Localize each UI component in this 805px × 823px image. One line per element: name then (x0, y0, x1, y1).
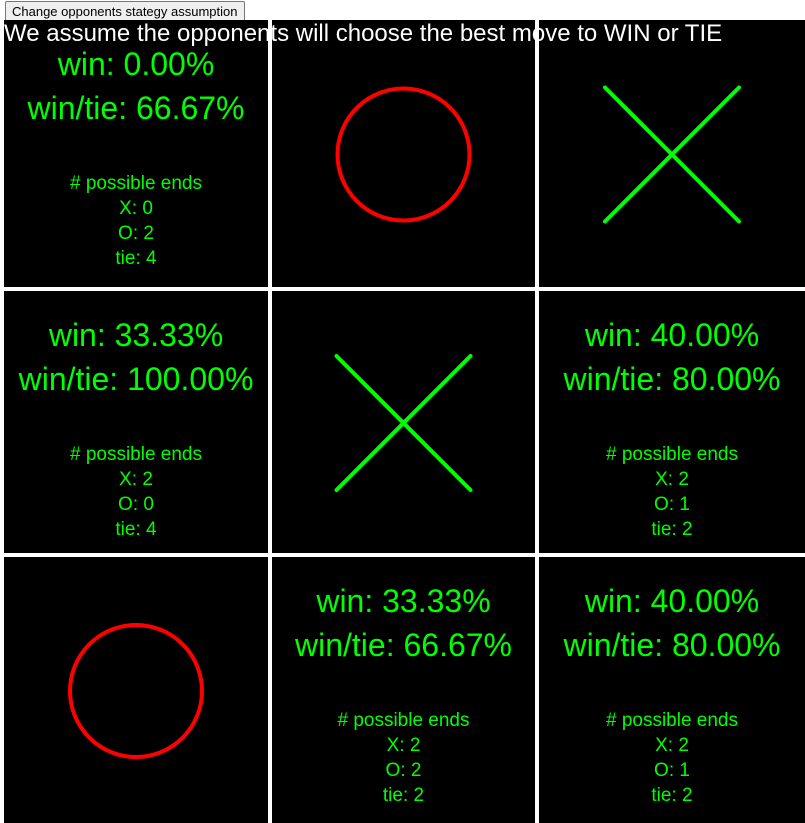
board-cell-8[interactable]: win: 40.00% win/tie: 80.00% # possible end… (539, 557, 805, 823)
board-cell-1[interactable] (272, 20, 535, 287)
win-tie-percentage: win/tie: 100.00% (18, 361, 254, 397)
cell-stats: win: 33.33% win/tie: 66.67% # possible end… (272, 557, 535, 823)
possible-ends-title: # possible ends (605, 444, 739, 465)
board-cell-0[interactable]: win: 0.00% win/tie: 66.67% # possible ends… (4, 20, 268, 287)
cross-icon (334, 354, 473, 492)
win-percentage: win: 40.00% (584, 583, 760, 619)
win-tie-percentage: win/tie: 80.00% (563, 361, 781, 397)
board-cell-6[interactable] (4, 557, 268, 823)
possible-ends-title: # possible ends (69, 444, 203, 465)
board-cell-2[interactable] (539, 20, 805, 287)
x-ends-count: X: 2 (386, 735, 421, 756)
board-cell-4[interactable] (272, 291, 535, 553)
possible-ends-title: # possible ends (605, 710, 739, 731)
tie-ends-count: tie: 4 (115, 519, 157, 540)
tie-ends-count: tie: 2 (382, 785, 425, 806)
tic-tac-toe-board: win: 0.00% win/tie: 66.67% # possible ends… (0, 20, 805, 823)
tie-ends-count: tie: 2 (651, 519, 693, 540)
win-percentage: win: 40.00% (584, 317, 760, 353)
win-percentage: win: 33.33% (316, 583, 491, 619)
o-ends-count: O: 1 (654, 760, 690, 781)
win-tie-percentage: win/tie: 66.67% (294, 627, 512, 663)
x-ends-count: X: 2 (119, 469, 153, 490)
o-ends-count: O: 2 (118, 223, 154, 244)
win-tie-percentage: win/tie: 80.00% (563, 627, 781, 663)
board-cell-3[interactable]: win: 33.33% win/tie: 100.00% # possible en… (4, 291, 268, 553)
possible-ends-title: # possible ends (69, 173, 203, 194)
x-ends-count: X: 2 (655, 735, 689, 756)
win-percentage: win: 33.33% (48, 317, 224, 353)
o-ends-count: O: 0 (118, 494, 154, 515)
circle-icon (68, 623, 204, 759)
win-tie-percentage: win/tie: 66.67% (27, 90, 245, 126)
tie-ends-count: tie: 4 (115, 248, 157, 269)
o-ends-count: O: 1 (654, 494, 690, 515)
x-ends-count: X: 0 (119, 198, 153, 219)
cell-stats: win: 0.00% win/tie: 66.67% # possible ends… (4, 20, 268, 287)
o-ends-count: O: 2 (385, 760, 422, 781)
board-cell-7[interactable]: win: 33.33% win/tie: 66.67% # possible end… (272, 557, 535, 823)
cell-stats: win: 40.00% win/tie: 80.00% # possible end… (539, 291, 805, 553)
circle-icon (335, 86, 472, 223)
cell-stats: win: 40.00% win/tie: 80.00% # possible end… (539, 557, 805, 823)
x-ends-count: X: 2 (655, 469, 689, 490)
win-percentage: win: 0.00% (57, 46, 215, 82)
possible-ends-title: # possible ends (337, 710, 470, 731)
tie-ends-count: tie: 2 (651, 785, 693, 806)
cell-stats: win: 33.33% win/tie: 100.00% # possible en… (4, 291, 268, 553)
cross-icon (603, 85, 741, 224)
board-cell-5[interactable]: win: 40.00% win/tie: 80.00% # possible end… (539, 291, 805, 553)
change-strategy-button[interactable]: Change opponents stategy assumption (5, 1, 245, 22)
